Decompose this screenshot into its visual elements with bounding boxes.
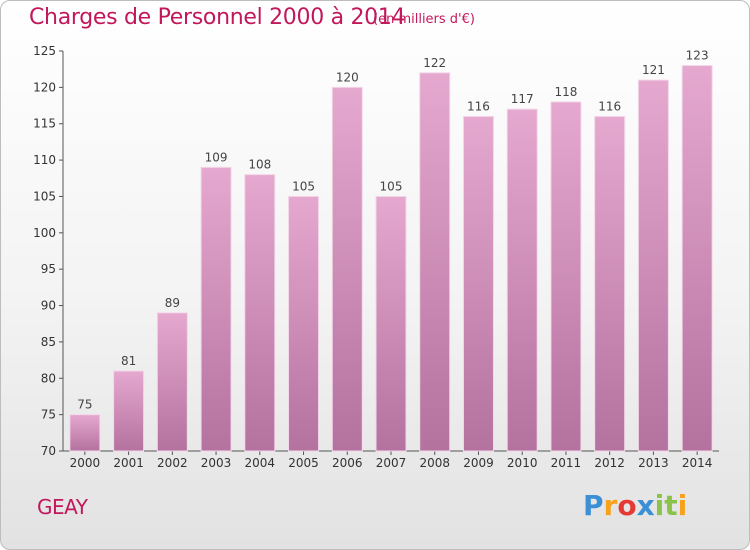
value-label-2000: 75 xyxy=(77,398,92,412)
y-tick-label: 120 xyxy=(33,80,56,94)
bar-2005 xyxy=(288,195,320,452)
logo-letter: r xyxy=(603,489,618,522)
y-tick-label: 125 xyxy=(33,44,56,58)
bar-2001 xyxy=(113,370,145,452)
y-tick-label: 95 xyxy=(41,262,56,276)
value-label-2002: 89 xyxy=(165,296,180,310)
bar-2003 xyxy=(200,166,232,452)
x-tick-label-2009: 2009 xyxy=(463,456,494,470)
y-tick-label: 85 xyxy=(41,335,56,349)
logo-letter: t xyxy=(664,489,678,522)
value-label-2007: 105 xyxy=(380,179,403,193)
x-tick-label-2003: 2003 xyxy=(201,456,232,470)
value-label-2004: 108 xyxy=(248,158,271,172)
bars xyxy=(69,65,713,452)
logo-letter: x xyxy=(636,489,655,522)
bar-2014 xyxy=(681,65,713,452)
value-label-2013: 121 xyxy=(642,63,665,77)
y-tick-label: 110 xyxy=(33,153,56,167)
proxiti-logo[interactable]: Proxiti xyxy=(583,489,687,522)
x-tick-label-2010: 2010 xyxy=(507,456,538,470)
value-label-2010: 117 xyxy=(511,92,534,106)
x-tick-label-2004: 2004 xyxy=(245,456,276,470)
y-tick-label: 115 xyxy=(33,117,56,131)
x-tick-label-2007: 2007 xyxy=(376,456,407,470)
y-tick-label: 100 xyxy=(33,226,56,240)
value-label-2009: 116 xyxy=(467,99,490,113)
logo-letter: i xyxy=(654,489,665,522)
bar-2013 xyxy=(637,79,669,452)
bar-2007 xyxy=(375,195,407,452)
logo-letter: o xyxy=(617,489,637,522)
bar-2011 xyxy=(550,101,582,452)
bar-2010 xyxy=(506,108,538,452)
value-label-2014: 123 xyxy=(686,49,709,63)
x-tick-label-2008: 2008 xyxy=(419,456,450,470)
logo-letter: P xyxy=(583,489,604,522)
x-tick-label-2013: 2013 xyxy=(638,456,669,470)
x-tick-label-2012: 2012 xyxy=(594,456,625,470)
value-label-2012: 116 xyxy=(598,99,621,113)
x-tick-label-2000: 2000 xyxy=(70,456,101,470)
y-tick-label: 70 xyxy=(41,444,56,458)
bar-2006 xyxy=(331,86,363,452)
x-tick-label-2011: 2011 xyxy=(551,456,582,470)
value-label-2008: 122 xyxy=(423,56,446,70)
bar-2012 xyxy=(594,115,626,452)
x-tick-label-2002: 2002 xyxy=(157,456,188,470)
bar-2008 xyxy=(419,72,451,452)
y-tick-label: 80 xyxy=(41,371,56,385)
y-tick-label: 105 xyxy=(33,189,56,203)
value-label-2005: 105 xyxy=(292,179,315,193)
x-tick-label-2001: 2001 xyxy=(113,456,144,470)
bar-2004 xyxy=(244,174,276,452)
y-axis: 70 75 80 85 90 95 100 105 110 115 120 125 xyxy=(33,44,64,458)
value-label-2006: 120 xyxy=(336,70,359,84)
bar-2000 xyxy=(69,414,101,452)
value-label-2003: 109 xyxy=(205,150,228,164)
logo-letter: i xyxy=(677,489,688,522)
chart-title: Charges de Personnel 2000 à 2014 xyxy=(29,5,406,30)
x-axis: 2000 2001 2002 2003 2004 2005 2006 2007 2008 2009… xyxy=(63,450,719,470)
x-tick-label-2005: 2005 xyxy=(288,456,319,470)
value-labels: 75 81 89 109 108 105 120 105 122 116 117 118 116 121 1… xyxy=(77,49,708,412)
bar-2002 xyxy=(156,312,188,452)
chart-subtitle: (en milliers d'€) xyxy=(373,12,475,27)
y-tick-label: 90 xyxy=(41,299,56,313)
commune-name: GEAY xyxy=(37,495,88,519)
bar-2009 xyxy=(462,115,494,452)
x-tick-label-2014: 2014 xyxy=(682,456,713,470)
value-label-2011: 118 xyxy=(554,85,577,99)
value-label-2001: 81 xyxy=(121,354,136,368)
x-tick-label-2006: 2006 xyxy=(332,456,363,470)
y-tick-label: 75 xyxy=(41,408,56,422)
